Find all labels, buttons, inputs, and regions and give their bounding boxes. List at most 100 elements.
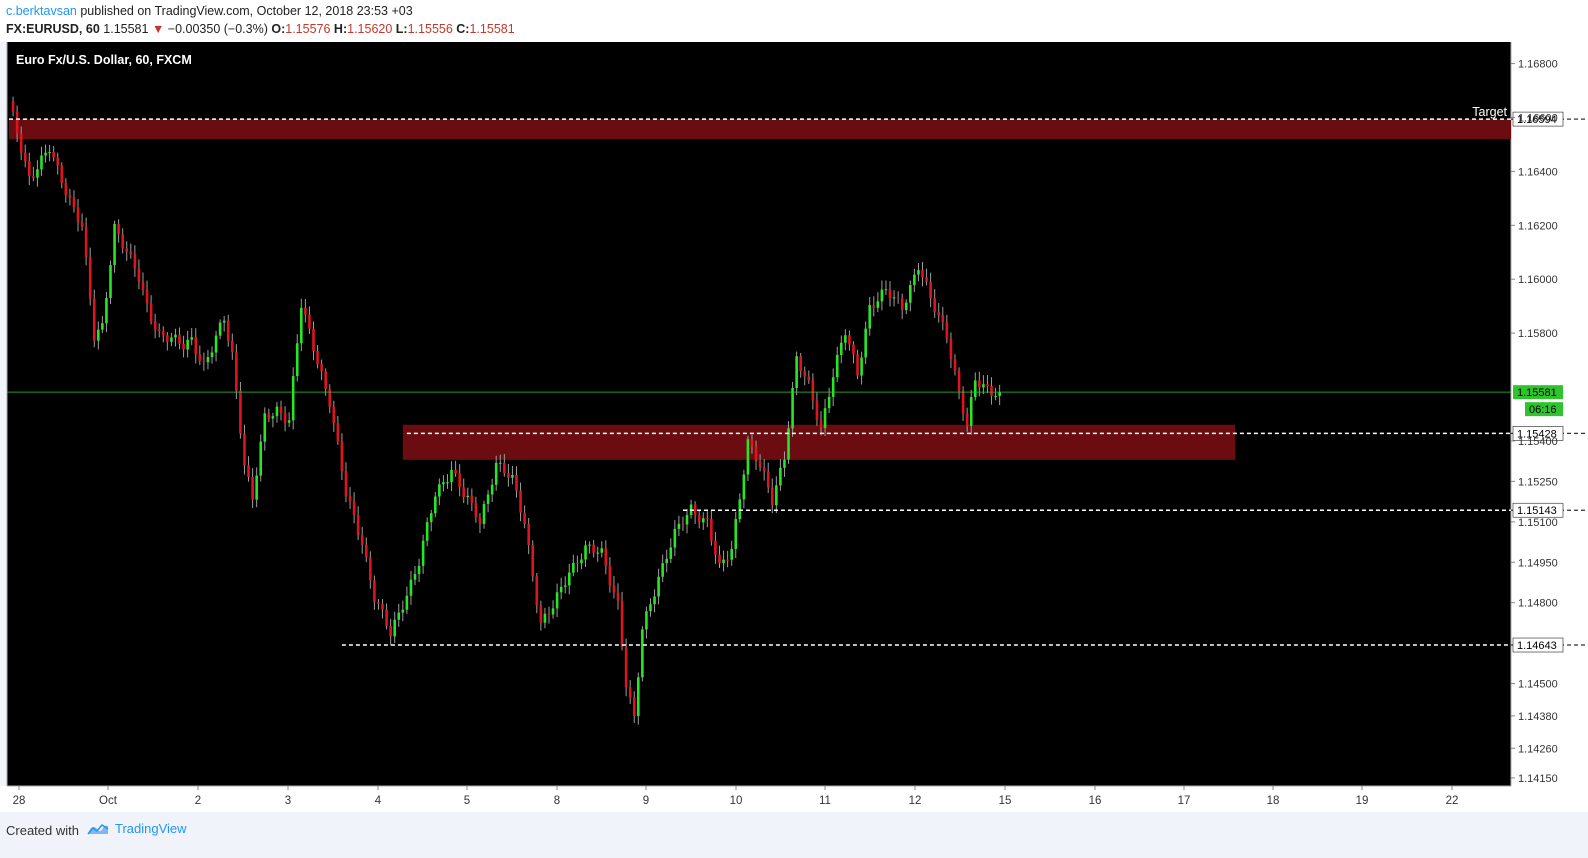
candle-body[interactable] xyxy=(364,544,368,558)
candle-body[interactable] xyxy=(429,513,433,523)
candle-body[interactable] xyxy=(141,281,145,290)
candle-body[interactable] xyxy=(373,580,376,603)
candle-body[interactable] xyxy=(706,518,709,520)
candle-body[interactable] xyxy=(462,487,466,498)
candle-body[interactable] xyxy=(442,482,445,485)
candle-body[interactable] xyxy=(710,518,713,541)
candle-body[interactable] xyxy=(795,356,798,389)
candle-body[interactable] xyxy=(827,396,831,409)
candle-body[interactable] xyxy=(28,161,31,177)
candle-body[interactable] xyxy=(255,475,258,500)
candle-body[interactable] xyxy=(320,364,323,372)
candle-body[interactable] xyxy=(872,305,876,308)
candle-body[interactable] xyxy=(661,563,664,577)
candle-body[interactable] xyxy=(92,298,96,341)
candle-body[interactable] xyxy=(823,408,827,428)
candle-body[interactable] xyxy=(600,548,604,553)
candle-body[interactable] xyxy=(933,298,936,312)
candle-body[interactable] xyxy=(681,523,685,525)
candle-body[interactable] xyxy=(770,487,774,506)
candle-body[interactable] xyxy=(474,502,478,518)
candle-body[interactable] xyxy=(490,484,494,495)
candle-body[interactable] xyxy=(170,337,173,342)
candle-body[interactable] xyxy=(799,356,802,372)
candle-body[interactable] xyxy=(182,343,185,350)
candle-body[interactable] xyxy=(567,572,571,586)
candle-body[interactable] xyxy=(624,646,628,688)
candle-body[interactable] xyxy=(52,152,55,158)
candle-body[interactable] xyxy=(231,340,234,353)
candle-body[interactable] xyxy=(917,270,920,275)
candle-body[interactable] xyxy=(580,559,583,564)
tradingview-brand[interactable]: TradingView xyxy=(86,821,187,836)
candle-body[interactable] xyxy=(503,462,506,474)
candle-body[interactable] xyxy=(235,352,238,391)
candle-body[interactable] xyxy=(198,354,202,361)
candle-body[interactable] xyxy=(819,419,823,428)
candle-body[interactable] xyxy=(555,592,559,609)
candle-body[interactable] xyxy=(466,495,470,498)
candle-body[interactable] xyxy=(551,608,555,615)
candle-body[interactable] xyxy=(539,605,543,623)
candle-body[interactable] xyxy=(48,152,51,154)
candle-body[interactable] xyxy=(864,328,867,358)
candle-body[interactable] xyxy=(486,494,490,504)
candle-body[interactable] xyxy=(576,562,579,564)
candle-body[interactable] xyxy=(190,337,193,340)
candle-body[interactable] xyxy=(892,297,896,299)
candle-body[interactable] xyxy=(746,439,750,475)
candle-body[interactable] xyxy=(584,545,587,560)
candle-body[interactable] xyxy=(994,395,997,397)
candle-body[interactable] xyxy=(218,322,222,336)
candle-body[interactable] xyxy=(523,512,526,525)
candle-body[interactable] xyxy=(738,499,742,520)
candle-body[interactable] xyxy=(628,687,632,698)
candle-body[interactable] xyxy=(596,552,599,554)
candle-body[interactable] xyxy=(137,268,141,282)
candle-body[interactable] xyxy=(637,677,640,716)
candle-body[interactable] xyxy=(243,433,246,466)
candle-body[interactable] xyxy=(896,297,900,299)
candle-body[interactable] xyxy=(145,289,149,304)
candle-body[interactable] xyxy=(348,496,352,502)
candle-body[interactable] xyxy=(840,342,843,355)
candle-body[interactable] xyxy=(44,152,47,156)
candle-body[interactable] xyxy=(332,406,336,424)
candle-body[interactable] xyxy=(953,358,957,371)
candle-body[interactable] xyxy=(949,338,953,359)
candle-body[interactable] xyxy=(344,470,348,497)
candle-body[interactable] xyxy=(206,357,210,363)
candle-body[interactable] xyxy=(965,413,969,426)
candle-body[interactable] xyxy=(161,330,165,336)
candle-body[interactable] xyxy=(641,629,644,678)
candle-body[interactable] xyxy=(701,518,705,523)
candle-body[interactable] xyxy=(295,343,299,377)
candle-body[interactable] xyxy=(559,586,563,593)
candle-body[interactable] xyxy=(758,461,762,468)
candle-body[interactable] xyxy=(925,277,928,282)
candle-body[interactable] xyxy=(405,595,409,610)
candle-body[interactable] xyxy=(734,519,738,549)
candle-body[interactable] xyxy=(300,307,303,344)
candle-body[interactable] xyxy=(515,474,518,491)
candle-body[interactable] xyxy=(336,423,340,442)
candle-body[interactable] xyxy=(149,303,153,321)
candle-body[interactable] xyxy=(458,473,461,488)
candle-body[interactable] xyxy=(328,388,332,407)
candle-body[interactable] xyxy=(973,380,977,398)
time-axis[interactable] xyxy=(0,786,1511,812)
candle-body[interactable] xyxy=(848,335,851,345)
candle-body[interactable] xyxy=(612,585,616,593)
candle-body[interactable] xyxy=(900,298,904,311)
candle-body[interactable] xyxy=(109,265,112,298)
candle-body[interactable] xyxy=(133,254,137,269)
candle-body[interactable] xyxy=(669,547,673,559)
candle-body[interactable] xyxy=(945,322,949,339)
candle-body[interactable] xyxy=(750,439,754,447)
candle-body[interactable] xyxy=(478,517,482,524)
candle-body[interactable] xyxy=(811,380,815,401)
candle-body[interactable] xyxy=(275,406,279,417)
candle-body[interactable] xyxy=(860,357,863,376)
candle-body[interactable] xyxy=(986,384,989,387)
candle-body[interactable] xyxy=(543,613,547,623)
